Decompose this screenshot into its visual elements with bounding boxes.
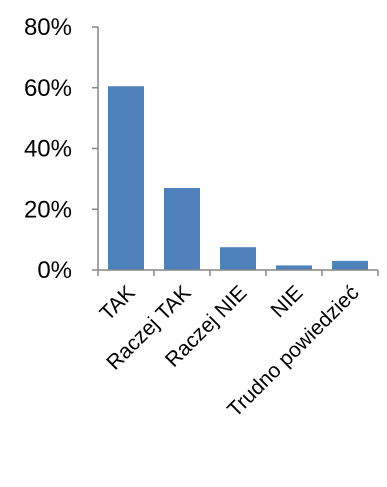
x-tick-label: NIE xyxy=(267,281,308,322)
y-tick-label: 40% xyxy=(24,136,72,163)
bar xyxy=(164,187,200,270)
y-axis: 0% 20% 40% 60% 80% xyxy=(24,14,99,284)
bars xyxy=(108,86,368,270)
bar xyxy=(220,247,256,270)
bar xyxy=(108,86,144,270)
bar xyxy=(276,265,312,270)
y-tick-label: 80% xyxy=(24,14,72,41)
bar xyxy=(332,260,368,270)
y-tick-label: 20% xyxy=(24,196,72,223)
y-tick-label: 0% xyxy=(37,257,72,284)
y-tick-label: 60% xyxy=(24,75,72,102)
x-tick-label: TAK xyxy=(95,281,139,325)
